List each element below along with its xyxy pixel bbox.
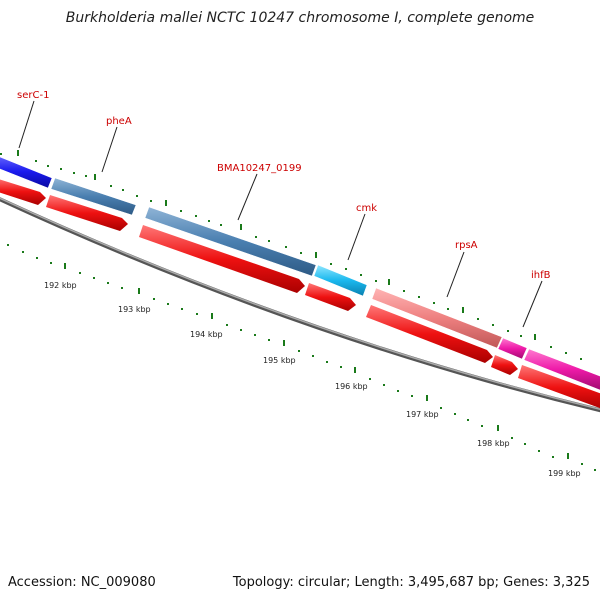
gene-label: cmk (356, 203, 377, 214)
gene-label: pheA (106, 116, 132, 127)
gene-cmk[interactable] (313, 264, 368, 297)
cds-3[interactable] (139, 225, 305, 293)
gene-BMA10247_0199[interactable] (144, 206, 317, 277)
tick-row-lower (7, 244, 596, 471)
cds-7[interactable] (518, 365, 600, 410)
gene-label: rpsA (455, 240, 478, 251)
kbp-label: 194 kbp (190, 330, 223, 339)
cds-6[interactable] (491, 355, 518, 375)
backbone (0, 197, 600, 413)
cds-4[interactable] (305, 283, 356, 311)
label-leaders (18, 100, 543, 328)
kbp-label: 197 kbp (406, 410, 439, 419)
kbp-label: 196 kbp (335, 382, 368, 391)
cds-2[interactable] (46, 195, 128, 231)
gene-label: ihfB (531, 270, 551, 281)
tick-row-upper (0, 150, 582, 360)
gene-label: serC-1 (17, 90, 49, 101)
forward-strand-genes (0, 155, 600, 391)
kbp-label: 192 kbp (44, 281, 77, 290)
gene-serC-1[interactable] (0, 155, 53, 189)
accession-text: Accession: NC_009080 (8, 575, 156, 590)
gene-labels: serC-1 pheA BMA10247_0199 cmk rpsA ihfB (17, 90, 551, 281)
gene-rpsA[interactable] (371, 287, 503, 349)
kbp-labels: 192 kbp 193 kbp 194 kbp 195 kbp 196 kbp … (44, 281, 581, 478)
kbp-label: 195 kbp (263, 356, 296, 365)
cds-5[interactable] (366, 305, 493, 363)
map-title: Burkholderia mallei NCTC 10247 chromosom… (65, 10, 535, 26)
gene-label: BMA10247_0199 (217, 163, 302, 174)
gene-ihfB[interactable] (497, 337, 528, 360)
cds-features (0, 178, 600, 410)
gene-next-magenta[interactable] (523, 348, 600, 391)
kbp-label: 193 kbp (118, 305, 151, 314)
gene-pheA[interactable] (50, 177, 137, 216)
kbp-label: 198 kbp (477, 439, 510, 448)
topology-text: Topology: circular; Length: 3,495,687 bp… (232, 575, 590, 590)
cds-1[interactable] (0, 178, 46, 205)
kbp-label: 199 kbp (548, 469, 581, 478)
